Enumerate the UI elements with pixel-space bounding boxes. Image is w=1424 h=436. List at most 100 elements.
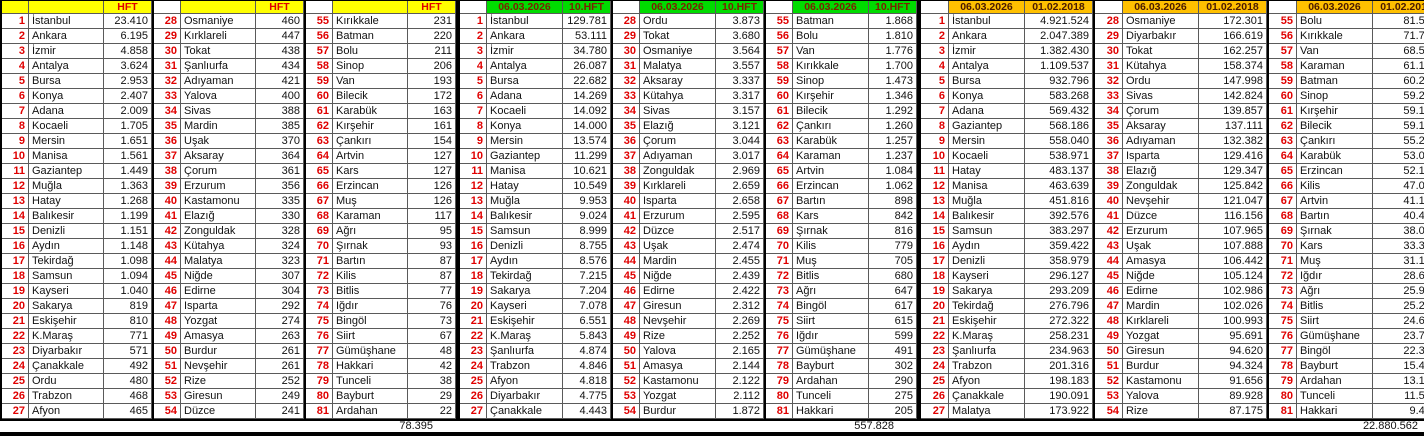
value-cell[interactable]: 400 xyxy=(256,89,304,104)
value-cell[interactable]: 261 xyxy=(256,359,304,374)
city-cell[interactable]: Muğla xyxy=(949,194,1025,209)
city-cell[interactable]: Edirne xyxy=(640,284,716,299)
value-cell[interactable]: 9.024 xyxy=(563,209,611,224)
city-cell[interactable]: Zonguldak xyxy=(1123,179,1199,194)
value-cell[interactable]: 81.501 xyxy=(1373,14,1424,29)
value-cell[interactable]: 87.175 xyxy=(1199,404,1267,419)
city-cell[interactable]: Artvin xyxy=(333,149,408,164)
value-cell[interactable]: 5.843 xyxy=(563,329,611,344)
rank-cell[interactable]: 1 xyxy=(460,14,487,29)
value-cell[interactable]: 617 xyxy=(869,299,917,314)
rank-cell[interactable]: 17 xyxy=(2,254,29,269)
rank-cell[interactable]: 72 xyxy=(766,269,793,284)
value-cell[interactable]: 13.574 xyxy=(563,134,611,149)
rank-cell[interactable]: 15 xyxy=(460,224,487,239)
value-cell[interactable]: 4.921.524 xyxy=(1025,14,1093,29)
value-cell[interactable]: 129.347 xyxy=(1199,164,1267,179)
rank-cell[interactable]: 62 xyxy=(306,119,333,134)
header-date-cell[interactable]: 06.03.2026 xyxy=(1123,1,1199,14)
rank-cell[interactable]: 66 xyxy=(1269,179,1297,194)
value-cell[interactable]: 107.965 xyxy=(1199,224,1267,239)
value-cell[interactable]: 127 xyxy=(408,149,456,164)
value-cell[interactable]: 2.407 xyxy=(104,89,152,104)
value-cell[interactable]: 7.078 xyxy=(563,299,611,314)
value-cell[interactable]: 460 xyxy=(256,14,304,29)
rank-cell[interactable]: 28 xyxy=(1095,14,1123,29)
city-cell[interactable]: Giresun xyxy=(640,299,716,314)
value-cell[interactable]: 38.051 xyxy=(1373,224,1424,239)
value-cell[interactable]: 1.473 xyxy=(869,74,917,89)
city-cell[interactable]: Hatay xyxy=(487,179,563,194)
rank-cell[interactable]: 74 xyxy=(1269,299,1297,314)
rank-cell[interactable]: 58 xyxy=(306,59,333,74)
rank-cell[interactable]: 20 xyxy=(2,299,29,314)
value-cell[interactable]: 94.324 xyxy=(1199,359,1267,374)
city-cell[interactable]: Aksaray xyxy=(181,149,256,164)
city-cell[interactable]: Antalya xyxy=(29,59,104,74)
rank-cell[interactable]: 60 xyxy=(1269,89,1297,104)
value-cell[interactable]: 383.297 xyxy=(1025,224,1093,239)
city-cell[interactable]: Iğdır xyxy=(793,329,869,344)
value-cell[interactable]: 1.382.430 xyxy=(1025,44,1093,59)
value-cell[interactable]: 249 xyxy=(256,389,304,404)
city-cell[interactable]: Karaman xyxy=(793,149,869,164)
value-cell[interactable]: 22.324 xyxy=(1373,344,1424,359)
city-cell[interactable]: Şırnak xyxy=(333,239,408,254)
rank-cell[interactable]: 18 xyxy=(921,269,949,284)
rank-cell[interactable]: 45 xyxy=(1095,269,1123,284)
city-cell[interactable]: Kastamonu xyxy=(181,194,256,209)
value-cell[interactable]: 10.549 xyxy=(563,179,611,194)
value-cell[interactable]: 25.212 xyxy=(1373,299,1424,314)
value-cell[interactable]: 290 xyxy=(869,374,917,389)
rank-cell[interactable]: 4 xyxy=(2,59,29,74)
rank-cell[interactable]: 40 xyxy=(1095,194,1123,209)
city-cell[interactable]: Artvin xyxy=(793,164,869,179)
city-cell[interactable]: Sakarya xyxy=(487,284,563,299)
value-cell[interactable]: 166.619 xyxy=(1199,29,1267,44)
value-cell[interactable]: 2.455 xyxy=(716,254,764,269)
rank-cell[interactable]: 69 xyxy=(766,224,793,239)
value-cell[interactable]: 105.124 xyxy=(1199,269,1267,284)
value-cell[interactable]: 302 xyxy=(869,359,917,374)
city-cell[interactable]: Osmaniye xyxy=(640,44,716,59)
rank-cell[interactable]: 7 xyxy=(2,104,29,119)
value-cell[interactable]: 932.796 xyxy=(1025,74,1093,89)
value-cell[interactable]: 100.993 xyxy=(1199,314,1267,329)
city-cell[interactable]: Denizli xyxy=(487,239,563,254)
city-cell[interactable]: K.Maraş xyxy=(29,329,104,344)
value-cell[interactable]: 2.517 xyxy=(716,224,764,239)
rank-cell[interactable]: 79 xyxy=(766,374,793,389)
city-cell[interactable]: Karabük xyxy=(333,104,408,119)
value-cell[interactable]: 434 xyxy=(256,59,304,74)
city-cell[interactable]: Konya xyxy=(949,89,1025,104)
city-cell[interactable]: Aksaray xyxy=(640,74,716,89)
city-cell[interactable]: Sakarya xyxy=(949,284,1025,299)
rank-cell[interactable]: 7 xyxy=(460,104,487,119)
value-cell[interactable]: 33.344 xyxy=(1373,239,1424,254)
rank-cell[interactable]: 13 xyxy=(460,194,487,209)
rank-cell[interactable]: 31 xyxy=(1095,59,1123,74)
rank-cell[interactable]: 65 xyxy=(306,164,333,179)
value-cell[interactable]: 447 xyxy=(256,29,304,44)
city-cell[interactable]: Bingöl xyxy=(793,299,869,314)
rank-cell[interactable]: 20 xyxy=(460,299,487,314)
city-cell[interactable]: Gaziantep xyxy=(487,149,563,164)
city-cell[interactable]: Bayburt xyxy=(1297,359,1373,374)
rank-cell[interactable]: 57 xyxy=(766,44,793,59)
city-cell[interactable]: Gümüşhane xyxy=(793,344,869,359)
rank-cell[interactable]: 6 xyxy=(2,89,29,104)
city-cell[interactable]: Iğdır xyxy=(1297,269,1373,284)
city-cell[interactable]: Manisa xyxy=(29,149,104,164)
city-cell[interactable]: Zonguldak xyxy=(181,224,256,239)
value-cell[interactable]: 779 xyxy=(869,239,917,254)
city-cell[interactable]: Trabzon xyxy=(949,359,1025,374)
rank-cell[interactable]: 38 xyxy=(154,164,181,179)
value-cell[interactable]: 274 xyxy=(256,314,304,329)
value-cell[interactable]: 22 xyxy=(408,404,456,419)
value-cell[interactable]: 293.209 xyxy=(1025,284,1093,299)
rank-cell[interactable]: 61 xyxy=(766,104,793,119)
value-cell[interactable]: 361 xyxy=(256,164,304,179)
city-cell[interactable]: Eskişehir xyxy=(487,314,563,329)
city-cell[interactable]: Bitlis xyxy=(793,269,869,284)
rank-cell[interactable]: 56 xyxy=(1269,29,1297,44)
